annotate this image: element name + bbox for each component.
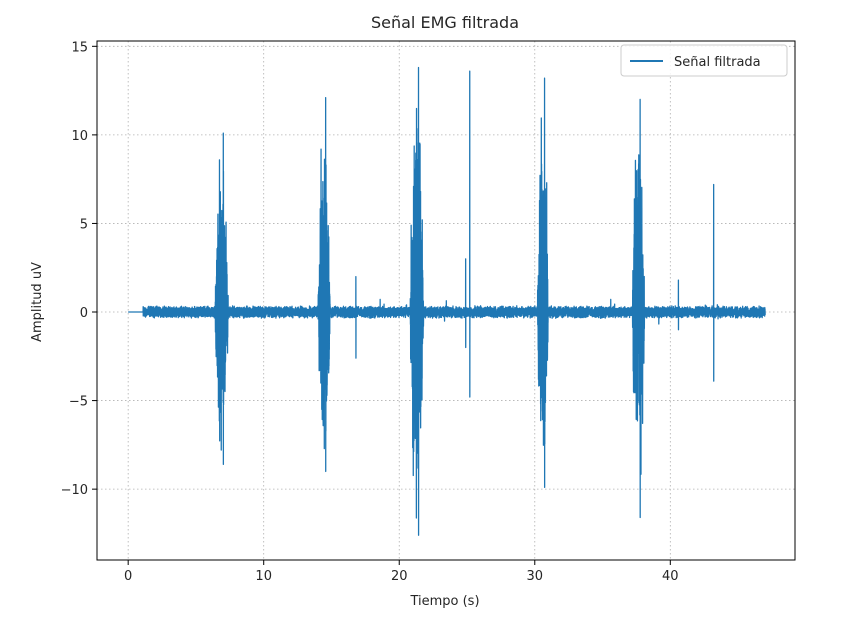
y-ticks: −10 −5 0 5 10 15 (61, 40, 97, 498)
x-axis-label: Tiempo (s) (409, 594, 479, 609)
x-tick-label: 30 (527, 569, 544, 584)
plot-area (127, 66, 766, 536)
y-tick-label: 10 (71, 129, 88, 144)
y-tick-label: −10 (61, 483, 88, 498)
series-line-senal-filtrada (127, 66, 766, 536)
y-tick-label: 5 (80, 217, 88, 232)
chart-title: Señal EMG filtrada (371, 13, 519, 32)
x-tick-label: 10 (255, 569, 272, 584)
x-tick-label: 20 (391, 569, 408, 584)
legend: Señal filtrada (620, 44, 788, 77)
x-tick-label: 0 (124, 569, 132, 584)
legend-label: Señal filtrada (674, 55, 761, 70)
y-tick-label: 15 (71, 40, 88, 55)
legend-box (620, 44, 788, 77)
y-tick-label: 0 (80, 306, 88, 321)
x-ticks: 0 10 20 30 40 (124, 560, 679, 584)
y-axis-label: Amplitud uV (30, 262, 45, 342)
y-tick-label: −5 (69, 395, 88, 410)
x-tick-label: 40 (662, 569, 679, 584)
axes-frame (96, 40, 796, 561)
